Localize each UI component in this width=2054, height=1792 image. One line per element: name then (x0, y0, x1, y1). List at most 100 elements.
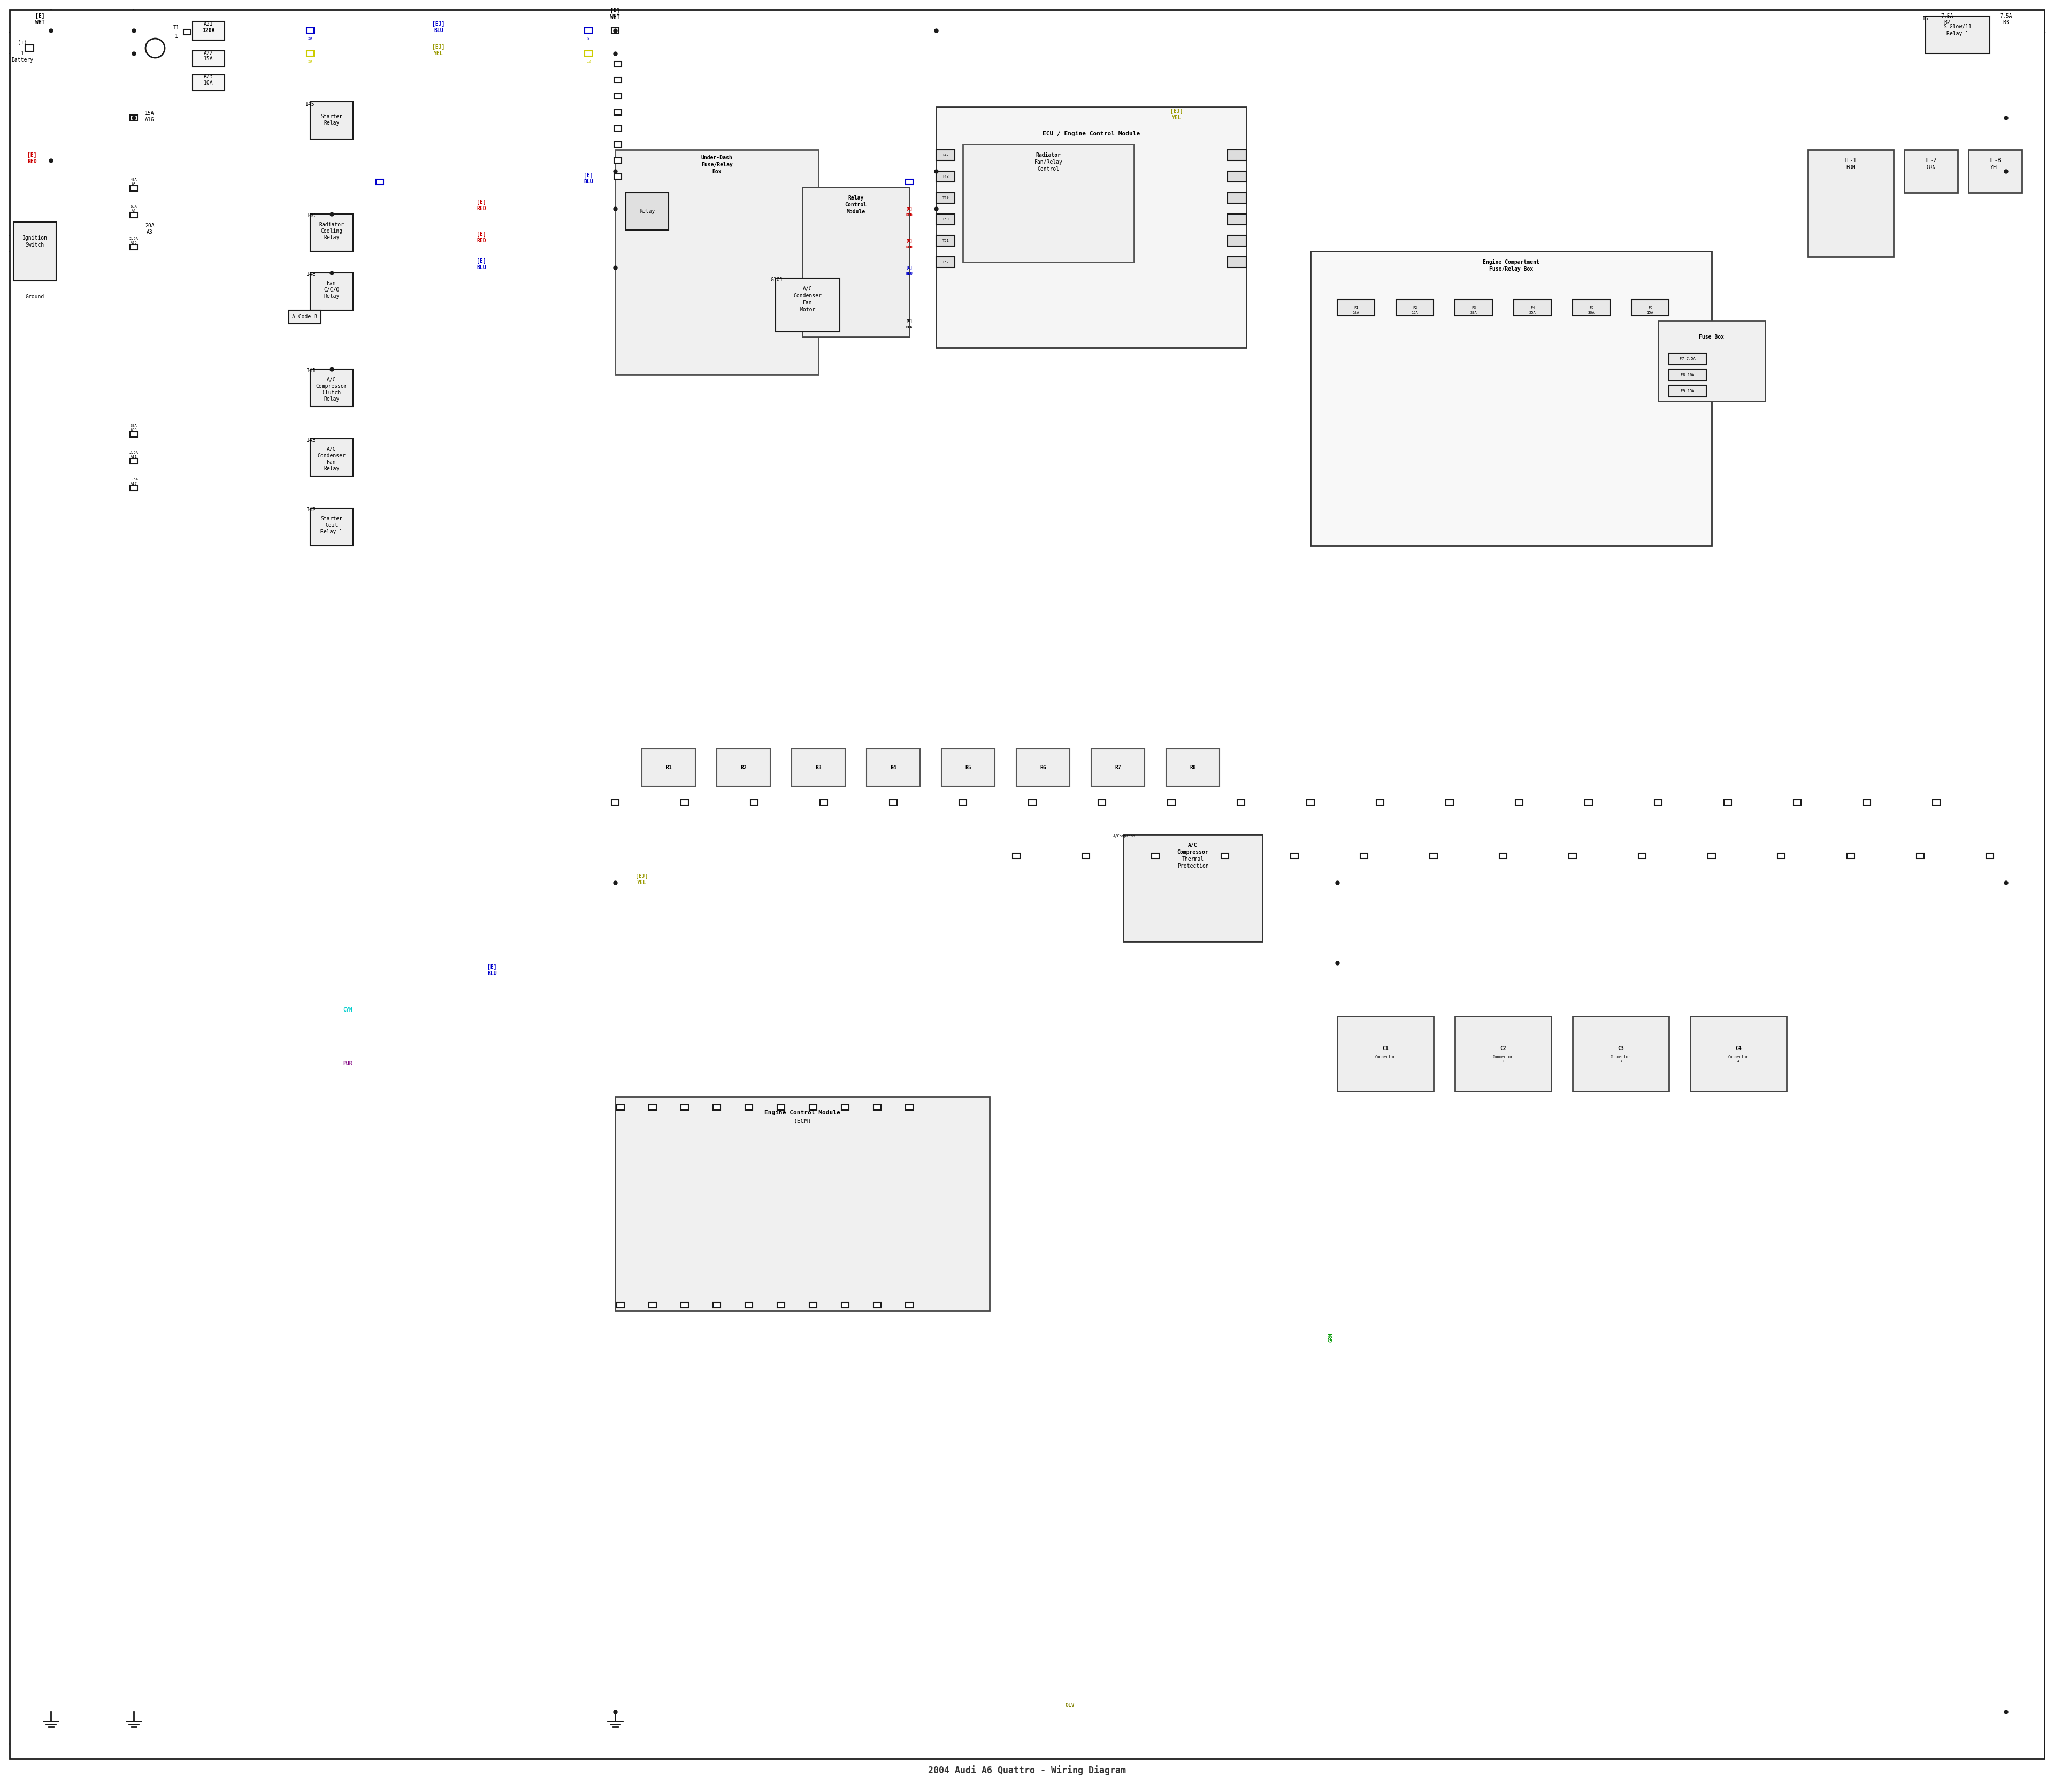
Text: [E]: [E] (477, 199, 487, 204)
Text: 59: 59 (308, 59, 312, 63)
Text: WHT: WHT (35, 20, 45, 25)
Bar (906, 1104, 914, 1109)
Bar (937, 108, 1247, 348)
Text: 2004 Audi A6 Quattro - Wiring Diagram: 2004 Audi A6 Quattro - Wiring Diagram (928, 1765, 1126, 1776)
Text: Relay: Relay (325, 466, 339, 471)
Text: 1: 1 (21, 50, 25, 56)
Text: Condenser: Condenser (318, 453, 345, 459)
Text: BLK: BLK (906, 326, 912, 330)
Bar (585, 29, 592, 34)
Bar (776, 278, 840, 332)
Bar (129, 486, 138, 491)
Bar (873, 1303, 881, 1308)
Bar (937, 192, 955, 202)
Text: Relay: Relay (325, 396, 339, 401)
Text: R5: R5 (965, 765, 972, 771)
Bar (25, 45, 33, 52)
Bar (614, 1097, 990, 1310)
Text: Protection: Protection (1177, 864, 1208, 869)
Bar (776, 1303, 785, 1308)
Text: R7: R7 (1115, 765, 1121, 771)
Bar (937, 172, 955, 181)
Bar (906, 1303, 914, 1308)
Text: Module: Module (846, 210, 865, 215)
Bar (614, 109, 622, 115)
Bar (1228, 213, 1247, 224)
Text: F1: F1 (1354, 306, 1358, 310)
Bar (713, 1104, 721, 1109)
Bar (1690, 1016, 1787, 1091)
Bar (1091, 749, 1144, 787)
Text: [E]: [E] (477, 258, 487, 263)
Text: Motor: Motor (799, 306, 815, 312)
Text: 15A: 15A (1647, 312, 1653, 315)
Text: Box: Box (713, 168, 721, 174)
Bar (1228, 235, 1247, 246)
Bar (1099, 799, 1105, 805)
Text: A22: A22 (203, 50, 214, 56)
Text: 7.5A: 7.5A (2001, 13, 2013, 18)
Bar (842, 1303, 848, 1308)
Bar (1709, 853, 1715, 858)
Text: Fan/Relay: Fan/Relay (1035, 159, 1062, 165)
Text: Condenser: Condenser (793, 294, 822, 299)
Text: [EJ]: [EJ] (635, 873, 649, 878)
Bar (750, 799, 758, 805)
Bar (1222, 853, 1228, 858)
Bar (820, 799, 828, 805)
Bar (614, 151, 817, 375)
Text: 7.5A: 7.5A (1941, 13, 1953, 18)
Text: I5: I5 (1923, 16, 1929, 22)
Text: BLU: BLU (583, 179, 594, 185)
Text: I48: I48 (306, 272, 316, 278)
Bar (682, 1303, 688, 1308)
Bar (1446, 799, 1454, 805)
Bar (1029, 799, 1035, 805)
Text: A21: A21 (203, 22, 214, 27)
Text: Connector
2: Connector 2 (1493, 1055, 1514, 1063)
Bar (1586, 799, 1592, 805)
Text: C2: C2 (1499, 1047, 1506, 1052)
Bar (614, 125, 622, 131)
Text: Relay: Relay (848, 195, 863, 201)
Bar (1927, 16, 1990, 54)
Text: Fan: Fan (803, 299, 813, 305)
Bar (937, 235, 955, 246)
Text: 8: 8 (587, 38, 589, 39)
Text: C3: C3 (1619, 1047, 1625, 1052)
Bar (1653, 799, 1662, 805)
Text: RED: RED (906, 246, 912, 249)
Text: [E]: [E] (906, 206, 912, 210)
Text: Ignition: Ignition (23, 235, 47, 240)
Bar (1569, 853, 1575, 858)
Bar (776, 1104, 785, 1109)
Bar (1514, 299, 1551, 315)
Text: 12: 12 (585, 59, 592, 63)
Bar (746, 1104, 752, 1109)
Bar (306, 50, 314, 56)
Bar (310, 213, 353, 251)
Bar (649, 1104, 657, 1109)
Text: 30A: 30A (1588, 312, 1594, 315)
Bar (842, 1104, 848, 1109)
Bar (1916, 853, 1925, 858)
Text: 20A: 20A (1471, 312, 1477, 315)
Bar (941, 749, 994, 787)
Text: RED: RED (477, 206, 487, 211)
Text: C/C/O: C/C/O (325, 287, 339, 292)
Bar (1306, 799, 1315, 805)
Text: [D]: [D] (610, 7, 620, 13)
Text: RED: RED (27, 159, 37, 165)
Text: R3: R3 (815, 765, 822, 771)
Text: 59: 59 (308, 38, 312, 39)
Text: B3: B3 (2003, 20, 2009, 25)
Bar (129, 115, 138, 120)
Bar (873, 1104, 881, 1109)
Text: Radiator: Radiator (1035, 152, 1062, 158)
Text: Radiator: Radiator (318, 222, 345, 228)
Text: T50: T50 (943, 217, 949, 220)
Text: YEL: YEL (1173, 115, 1181, 120)
Bar (585, 50, 592, 56)
Bar (614, 174, 622, 179)
Text: Thermal: Thermal (1181, 857, 1204, 862)
